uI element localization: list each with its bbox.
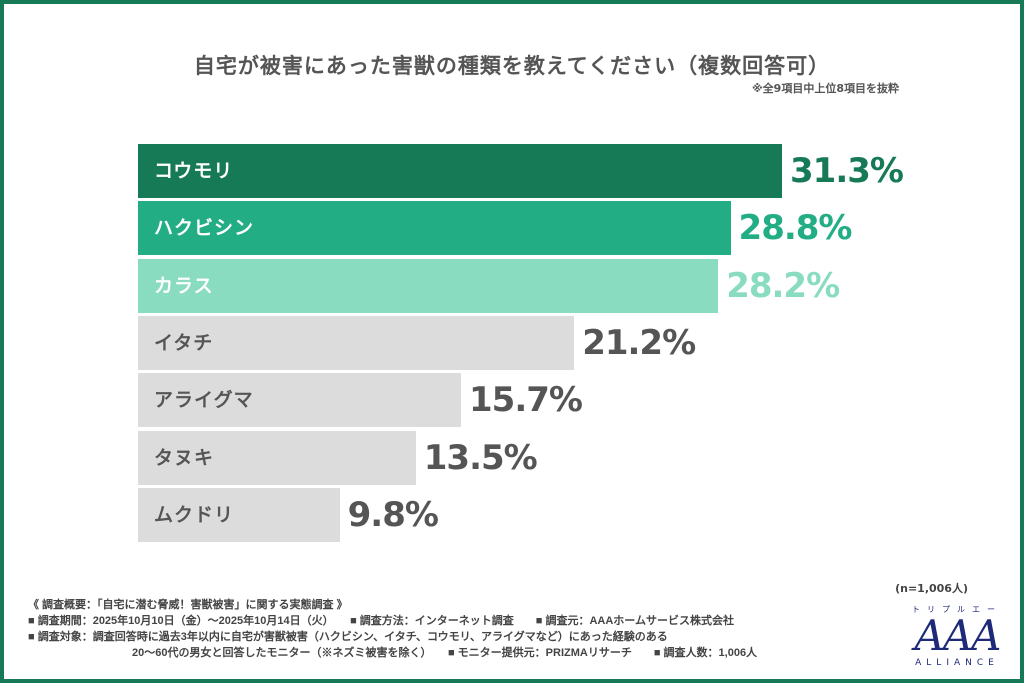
footer-target: ■ 調査対象：調査回答時に過去3年以内に自宅が害獣被害（ハクビシン、イタチ、コウ… bbox=[28, 631, 668, 643]
data-label: 21.2% bbox=[582, 322, 696, 363]
chart-title: 自宅が被害にあった害獣の種類を教えてください（複数回答可） bbox=[193, 54, 831, 78]
bar-label: イタチ bbox=[154, 331, 214, 354]
chart-subtitle: ※全9項目中上位8項目を抜粋 bbox=[751, 82, 899, 95]
data-label: 28.8% bbox=[738, 208, 853, 249]
sample-size: (n=1,006人) bbox=[895, 582, 968, 595]
data-label: 31.3% bbox=[790, 151, 904, 191]
bar-label: カラス bbox=[154, 274, 214, 297]
bar: アライグマ bbox=[138, 373, 462, 428]
footer-target-cont: 20～60代の男女と回答したモニター（※ネズミ被害を除く） ■ モニター提供元：… bbox=[132, 647, 758, 659]
bar-label: タヌキ bbox=[154, 446, 215, 469]
bar: ハクビシン bbox=[138, 201, 731, 256]
footer-summary: 《 調査概要：「自宅に潜む脅威！害獣被害」に関する実態調査 》 bbox=[28, 599, 348, 611]
logo-mark: AAA bbox=[914, 611, 1002, 660]
bar: イタチ bbox=[138, 315, 575, 370]
data-label: 9.8% bbox=[347, 494, 439, 535]
bar-label: アライグマ bbox=[154, 389, 254, 412]
data-label: 15.7% bbox=[469, 380, 583, 421]
logo-sub: ALLIANCE bbox=[915, 658, 999, 668]
bar-label: ムクドリ bbox=[154, 503, 235, 526]
bar: タヌキ bbox=[138, 430, 416, 485]
data-label: 13.5% bbox=[423, 437, 538, 478]
data-label: 28.2% bbox=[726, 265, 840, 306]
bar-label: ハクビシン bbox=[154, 217, 255, 240]
bar: ムクドリ bbox=[138, 487, 340, 542]
bar: コウモリ bbox=[138, 144, 782, 198]
aaa-alliance-logo: トリプルエー AAA ALLIANCE bbox=[896, 605, 1018, 669]
bar: カラス bbox=[138, 258, 719, 313]
footer-period: ■ 調査期間：2025年10月10日（金）～2025年10月14日（火） ■ 調… bbox=[28, 615, 734, 627]
bar-label: コウモリ bbox=[154, 160, 234, 182]
logo-kana: トリプルエー bbox=[912, 605, 1002, 614]
footer: 《 調査概要：「自宅に潜む脅威！害獣被害」に関する実態調査 》 ■ 調査期間：2… bbox=[28, 597, 886, 661]
